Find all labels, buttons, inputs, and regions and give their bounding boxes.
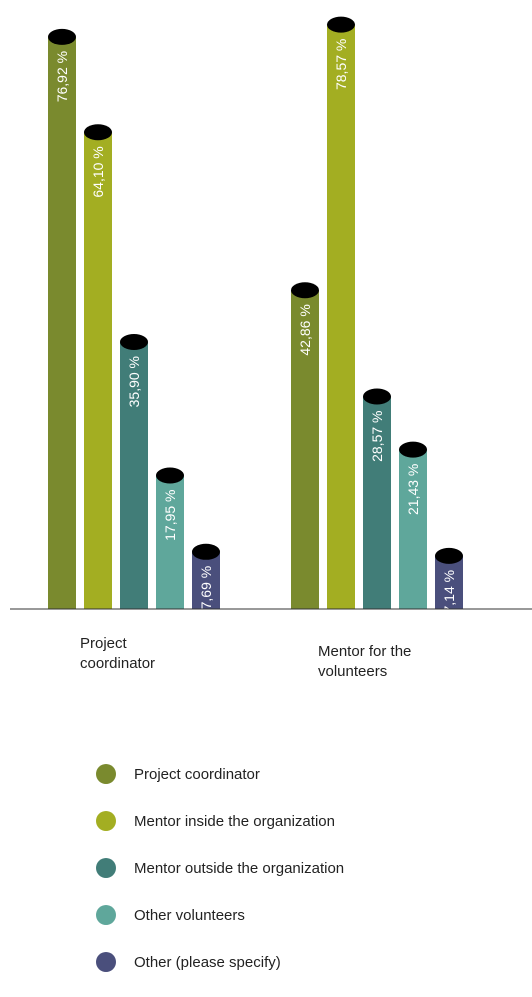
legend-label-1: Mentor inside the organization xyxy=(134,812,335,830)
data-label-2-0: 35,90 % xyxy=(126,356,142,407)
bar-2-1 xyxy=(363,396,391,609)
legend-swatch-4 xyxy=(96,952,116,972)
legend-item-4: Other (please specify) xyxy=(96,950,344,974)
bar-chart: 76,92 % 64,10 % 35,90 % 17,95 % 7,69 % 42,86 … xyxy=(10,16,532,614)
legend-label-4: Other (please specify) xyxy=(134,953,281,971)
bar-3-1 xyxy=(399,449,427,609)
bar-cap-1-0 xyxy=(84,124,112,141)
data-label-1-0: 64,10 % xyxy=(90,146,106,197)
bar-0-1 xyxy=(291,290,319,609)
legend-item-1: Mentor inside the organization xyxy=(96,809,344,833)
data-label-3-0: 17,95 % xyxy=(162,489,178,540)
data-label-0-0: 76,92 % xyxy=(54,51,70,102)
bar-cap-3-0 xyxy=(156,467,184,484)
bar-1-0 xyxy=(84,132,112,609)
data-label-4-1: 7,14 % xyxy=(441,570,457,614)
category-label-project-coordinator: Project coordinator xyxy=(80,635,156,672)
data-label-4-0: 7,69 % xyxy=(198,566,214,610)
legend-item-0: Project coordinator xyxy=(96,762,344,786)
bar-4-0 xyxy=(192,551,220,609)
bar-cap-0-1 xyxy=(291,282,319,299)
legend: Project coordinator Mentor inside the org… xyxy=(96,762,344,997)
data-label-0-1: 42,86 % xyxy=(297,304,313,355)
bar-cap-4-1 xyxy=(435,547,463,564)
bar-cap-0-0 xyxy=(48,28,76,45)
bar-3-0 xyxy=(156,475,184,609)
legend-item-2: Mentor outside the organization xyxy=(96,856,344,880)
legend-label-0: Project coordinator xyxy=(134,765,260,783)
bar-1-1 xyxy=(327,24,355,610)
category-label-mentor-for-the-volunteers: Mentor for the volunteers xyxy=(318,643,412,680)
bar-cap-2-1 xyxy=(363,388,391,405)
bar-cap-3-1 xyxy=(399,441,427,458)
data-label-3-1: 21,43 % xyxy=(405,464,421,515)
legend-label-2: Mentor outside the organization xyxy=(134,859,345,877)
bar-0-0 xyxy=(48,36,76,610)
legend-swatch-0 xyxy=(96,764,116,784)
legend-swatch-1 xyxy=(96,811,116,831)
data-label-1-1: 78,57 % xyxy=(333,39,349,90)
bar-4-1 xyxy=(435,555,463,609)
bar-cap-2-0 xyxy=(120,333,148,350)
legend-swatch-3 xyxy=(96,905,116,925)
legend-swatch-2 xyxy=(96,858,116,878)
data-label-2-1: 28,57 % xyxy=(369,411,385,462)
legend-label-3: Other volunteers xyxy=(134,906,245,924)
bar-cap-4-0 xyxy=(192,543,220,560)
bar-2-0 xyxy=(120,341,148,609)
bar-cap-1-1 xyxy=(327,16,355,33)
bars-group: 76,92 % 64,10 % 35,90 % 17,95 % 7,69 % 42,86 … xyxy=(48,16,463,614)
legend-item-3: Other volunteers xyxy=(96,903,344,927)
